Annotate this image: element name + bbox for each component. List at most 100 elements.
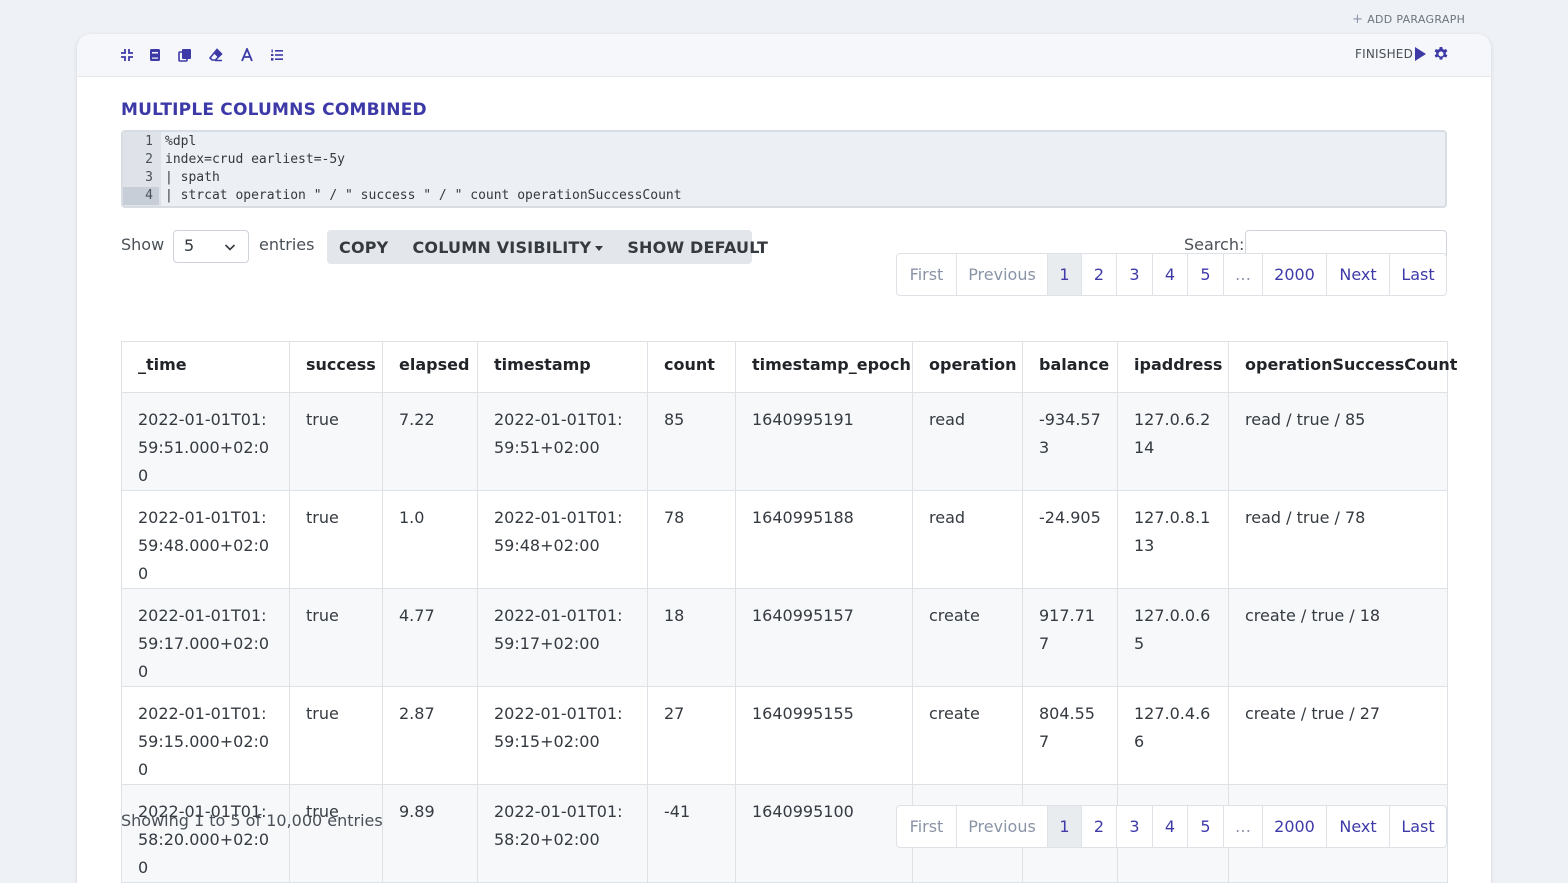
code-text: | spath	[165, 170, 220, 185]
table-cell: 2.87	[382, 686, 478, 785]
code-editor[interactable]: 1 %dpl 2 index=crud earliest=-5y 3 | spath …	[121, 130, 1447, 208]
page-last-number[interactable]: 2000	[1262, 254, 1326, 295]
page-first[interactable]: First	[909, 265, 944, 284]
line-number: 2	[145, 152, 153, 167]
page-previous[interactable]: Previous	[956, 806, 1047, 847]
table-cell: 2022-01-01T01:59:48+02:00	[477, 490, 648, 589]
table-cell: -24.905	[1022, 490, 1118, 589]
table-info: Showing 1 to 5 of 10,000 entries	[121, 811, 383, 830]
page-1[interactable]: 1	[1047, 254, 1081, 295]
page-3[interactable]: 3	[1116, 806, 1152, 847]
page-previous[interactable]: Previous	[956, 254, 1047, 295]
copy-button[interactable]: COPY	[339, 237, 389, 257]
settings-gear-icon[interactable]	[1433, 46, 1449, 62]
table-cell: 1640995100	[735, 784, 913, 883]
collapse-icon[interactable]	[118, 46, 136, 64]
table-cell: 2022-01-01T01:59:17+02:00	[477, 588, 648, 687]
table-cell: true	[289, 784, 383, 883]
table-cell: true	[289, 588, 383, 687]
table-cell: -41	[647, 784, 736, 883]
page-1[interactable]: 1	[1047, 806, 1081, 847]
table-row: 2022-01-01T01:59:17.000+02:00 true 4.77 …	[121, 588, 1448, 687]
table-cell: 27	[647, 686, 736, 785]
table-cell: 127.0.6.214	[1117, 392, 1229, 491]
column-header[interactable]: balance	[1022, 341, 1118, 393]
table-cell: read / true / 78	[1228, 490, 1448, 589]
column-header[interactable]: _time	[121, 341, 290, 393]
table-cell: read	[912, 392, 1023, 491]
paragraph-status: FINISHED	[1355, 47, 1414, 61]
page-last[interactable]: Last	[1389, 806, 1446, 847]
page-length-value: 5	[184, 236, 195, 255]
column-header[interactable]: operationSuccessCount	[1228, 341, 1457, 393]
table-cell: 1640995188	[735, 490, 913, 589]
column-header[interactable]: count	[647, 341, 736, 393]
page-5[interactable]: 5	[1187, 254, 1223, 295]
table-row: 2022-01-01T01:59:51.000+02:00 true 7.22 …	[121, 392, 1448, 491]
table-cell: 9.89	[382, 784, 478, 883]
copy-icon[interactable]	[176, 46, 194, 64]
page-2[interactable]: 2	[1081, 254, 1116, 295]
list-ordered-icon[interactable]	[268, 46, 286, 64]
page-5[interactable]: 5	[1187, 806, 1223, 847]
table-row: 2022-01-01T01:59:15.000+02:00 true 2.87 …	[121, 686, 1448, 785]
table-cell: 2022-01-01T01:59:15+02:00	[477, 686, 648, 785]
table-cell: 7.22	[382, 392, 478, 491]
table-cell: 2022-01-01T01:59:51+02:00	[477, 392, 648, 491]
page-length-select[interactable]: 5	[173, 230, 249, 263]
column-header[interactable]: ipaddress	[1117, 341, 1229, 393]
paragraph-card: FINISHED MULTIPLE COLUMNS COMBINED 1 %dpl…	[77, 34, 1491, 883]
book-icon[interactable]	[146, 46, 164, 64]
table-cell: create	[912, 686, 1023, 785]
table-header-row: _time success elapsed timestamp count ti…	[121, 341, 1457, 393]
table-cell: true	[289, 392, 383, 491]
table-cell: 127.0.8.113	[1117, 490, 1229, 589]
run-paragraph-icon[interactable]	[1413, 46, 1427, 62]
table-cell: 2022-01-01T01:59:17.000+02:00	[121, 588, 290, 687]
line-number: 4	[123, 187, 159, 205]
table-cell: 1640995157	[735, 588, 913, 687]
table-cell: 2022-01-01T01:59:15.000+02:00	[121, 686, 290, 785]
chevron-down-icon	[224, 244, 236, 251]
page-ellipsis: …	[1223, 254, 1262, 295]
page-4[interactable]: 4	[1152, 806, 1187, 847]
column-header[interactable]: elapsed	[382, 341, 478, 393]
line-number: 3	[145, 170, 153, 185]
pagination-top: First Previous 1 2 3 4 5 … 2000 Next Las…	[896, 253, 1447, 296]
line-number: 1	[145, 134, 153, 149]
plus-icon: +	[1352, 12, 1364, 27]
add-paragraph-button[interactable]: + ADD PARAGRAPH	[1352, 12, 1465, 27]
page-last-number[interactable]: 2000	[1262, 806, 1326, 847]
code-line: 2 index=crud earliest=-5y	[123, 151, 1445, 169]
column-header[interactable]: success	[289, 341, 383, 393]
table-cell: 78	[647, 490, 736, 589]
code-text: %dpl	[165, 134, 197, 149]
table-cell: read / true / 85	[1228, 392, 1448, 491]
paragraph-title: MULTIPLE COLUMNS COMBINED	[121, 100, 427, 120]
table-buttons: COPY COLUMN VISIBILITY SHOW DEFAULT	[327, 230, 768, 264]
table-cell: 804.557	[1022, 686, 1118, 785]
column-header[interactable]: timestamp_epoch	[735, 341, 913, 393]
page-ellipsis: …	[1223, 806, 1262, 847]
page-3[interactable]: 3	[1116, 254, 1152, 295]
column-header[interactable]: timestamp	[477, 341, 648, 393]
table-cell: 2022-01-01T01:58:20.000+02:00	[121, 784, 290, 883]
font-icon[interactable]	[238, 46, 256, 64]
page-first[interactable]: First	[909, 817, 944, 836]
page-next[interactable]: Next	[1326, 806, 1389, 847]
show-default-button[interactable]: SHOW DEFAULT	[627, 237, 769, 257]
column-visibility-button[interactable]: COLUMN VISIBILITY	[400, 238, 615, 257]
code-line: 1 %dpl	[123, 133, 1445, 151]
table-cell: 2022-01-01T01:59:48.000+02:00	[121, 490, 290, 589]
page-2[interactable]: 2	[1081, 806, 1116, 847]
show-label: Show	[121, 235, 165, 254]
page-next[interactable]: Next	[1326, 254, 1389, 295]
table-cell: 2022-01-01T01:58:20+02:00	[477, 784, 648, 883]
table-row: 2022-01-01T01:59:48.000+02:00 true 1.0 2…	[121, 490, 1448, 589]
page-last[interactable]: Last	[1389, 254, 1446, 295]
pagination-bottom: First Previous 1 2 3 4 5 … 2000 Next Las…	[896, 805, 1447, 848]
eraser-icon[interactable]	[207, 46, 225, 64]
table-cell: 917.717	[1022, 588, 1118, 687]
column-header[interactable]: operation	[912, 341, 1023, 393]
page-4[interactable]: 4	[1152, 254, 1187, 295]
